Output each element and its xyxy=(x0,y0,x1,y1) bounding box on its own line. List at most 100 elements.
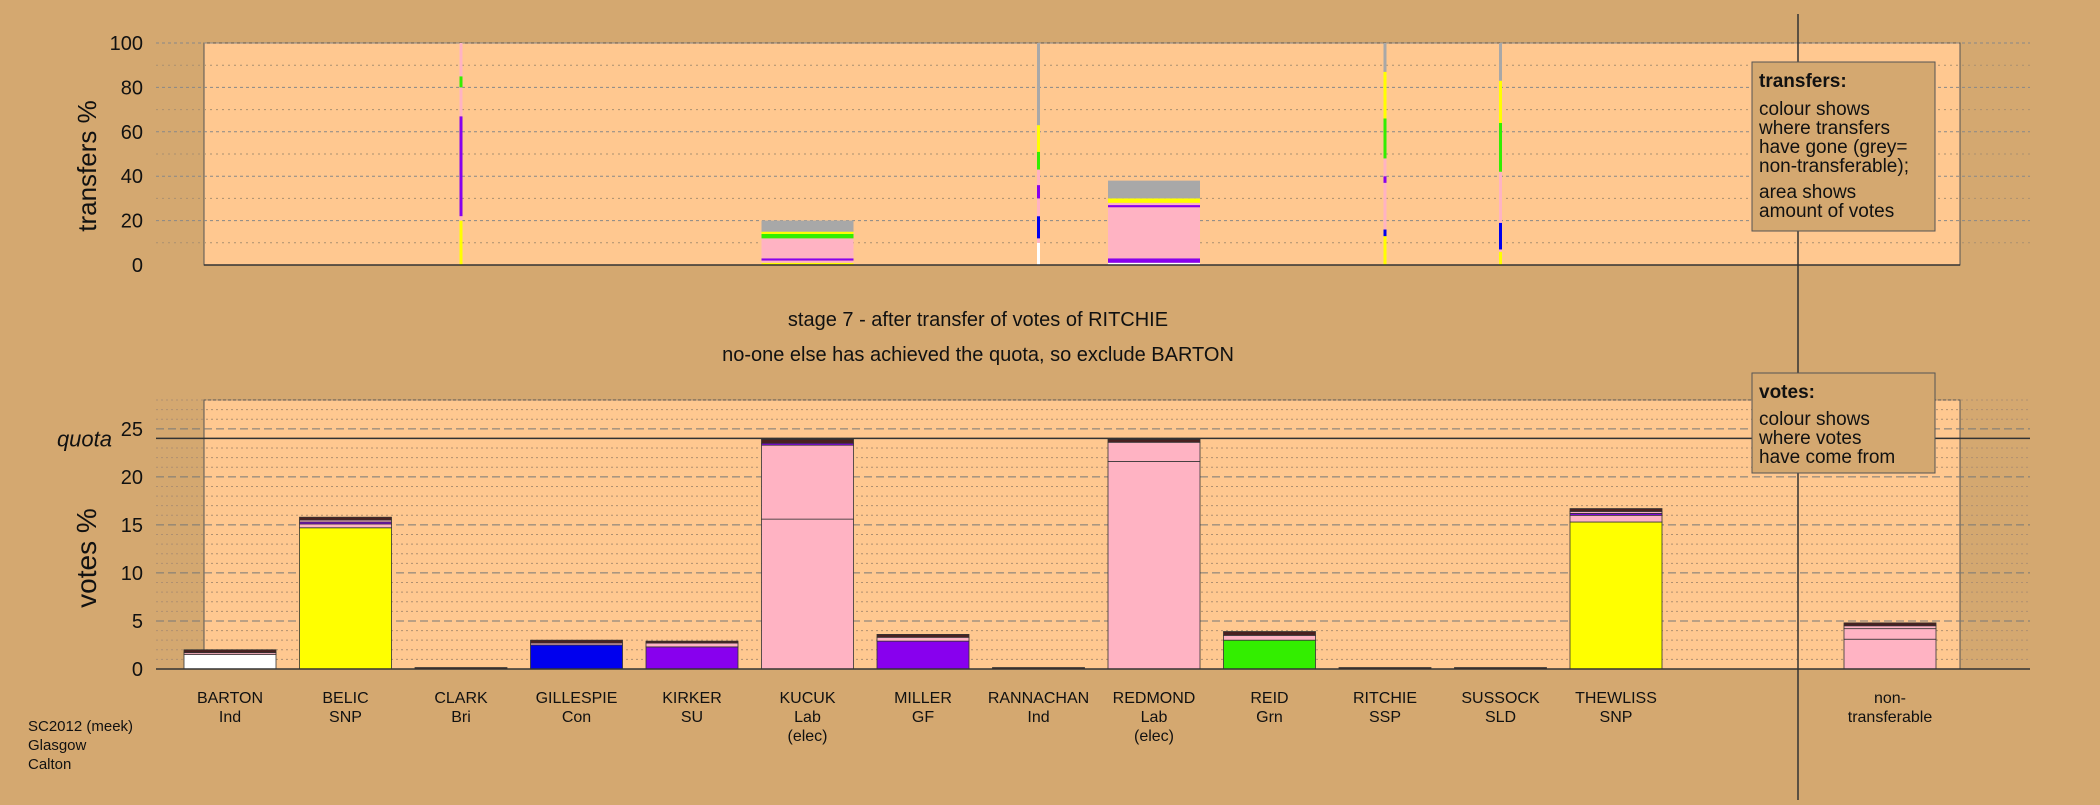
transfer-segment xyxy=(1383,158,1387,177)
vote-segment xyxy=(1223,631,1316,636)
vote-segment xyxy=(876,640,970,670)
candidate-label: REDMOND Lab (elec) xyxy=(1113,690,1196,745)
candidate-name: KIRKER xyxy=(662,690,722,707)
transfer-segment xyxy=(459,220,463,265)
candidate-party: GF xyxy=(912,709,934,726)
candidate-name: RANNACHAN xyxy=(988,690,1089,707)
transfer-segment xyxy=(1108,207,1200,259)
transfers-legend-line: colour shows xyxy=(1759,99,1870,120)
transfers-legend-line: have gone (grey= xyxy=(1759,137,1907,158)
transfer-segment xyxy=(1383,71,1387,119)
votes-legend-title: votes: xyxy=(1759,382,1815,403)
candidate-labels: BARTON Ind BELIC SNP CLARK Bri GILLESPIE Con KIR… xyxy=(197,690,1932,745)
candidate-name: MILLER xyxy=(894,690,952,707)
candidate-party: transferable xyxy=(1848,709,1933,726)
transfer-segment xyxy=(1108,258,1200,263)
transfers-grid xyxy=(156,42,2030,244)
candidate-party: Grn xyxy=(1256,709,1283,726)
transfer-segment xyxy=(1037,216,1040,239)
candidate-label: REID Grn xyxy=(1250,690,1288,726)
vote-segment xyxy=(761,438,854,444)
vote-segment xyxy=(299,516,392,521)
vote-segment xyxy=(761,444,854,520)
candidate-party: Ind xyxy=(1027,709,1049,726)
vote-segment xyxy=(530,644,623,670)
transfers-y-label: transfers % xyxy=(72,100,102,232)
footer: SC2012 (meek) Glasgow Calton xyxy=(28,718,133,773)
vote-segment xyxy=(1107,438,1201,443)
vote-segment xyxy=(183,649,277,654)
footer-line: Glasgow xyxy=(28,737,87,754)
vote-segment xyxy=(1843,625,1937,630)
candidate-party: SLD xyxy=(1485,709,1516,726)
transfers-y-tick: 100 xyxy=(110,33,143,55)
transfer-segment xyxy=(761,220,854,232)
candidate-party: SSP xyxy=(1369,709,1401,726)
exclude-text: no-one else has achieved the quota, so e… xyxy=(722,344,1234,366)
vote-segment xyxy=(183,654,277,670)
transfer-segment xyxy=(1037,185,1040,199)
transfer-segment xyxy=(1499,80,1502,123)
candidate-party: Con xyxy=(562,709,591,726)
vote-segment xyxy=(299,523,392,529)
transfer-segment xyxy=(1499,251,1502,265)
footer-line: Calton xyxy=(28,756,71,773)
transfers-y-tick: 0 xyxy=(132,255,143,277)
vote-segment xyxy=(876,636,970,642)
candidate-label: BELIC SNP xyxy=(322,690,368,726)
transfer-segment xyxy=(1383,176,1387,183)
candidate-party: Lab xyxy=(1141,709,1168,726)
candidate-label: KIRKER SU xyxy=(662,690,722,726)
candidate-name: REID xyxy=(1250,690,1288,707)
candidate-label: RITCHIE SSP xyxy=(1353,690,1417,726)
transfer-segment xyxy=(1037,242,1040,265)
transfer-segment xyxy=(1499,43,1502,81)
vote-segment xyxy=(1223,639,1316,670)
votes-y-tick: 15 xyxy=(121,515,143,537)
transfers-y-tick: 20 xyxy=(121,211,143,233)
transfer-segment xyxy=(1037,238,1040,243)
candidate-party: SNP xyxy=(1600,709,1633,726)
candidate-party: Bri xyxy=(451,709,471,726)
transfers-y-tick: 60 xyxy=(121,122,143,144)
vote-segment xyxy=(1843,638,1937,670)
candidate-name: non- xyxy=(1874,690,1906,707)
candidate-name: REDMOND xyxy=(1113,690,1196,707)
candidate-name: GILLESPIE xyxy=(536,690,618,707)
transfers-legend-line: area shows xyxy=(1759,182,1856,203)
transfer-segment xyxy=(1108,198,1200,203)
votes-legend-line: colour shows xyxy=(1759,409,1870,430)
votes-grid xyxy=(156,399,2030,660)
votes-y-axis: 0 5 10 15 20 25 xyxy=(121,419,143,681)
transfer-segment xyxy=(1499,222,1502,250)
candidate-label: non-transferable xyxy=(1848,690,1933,726)
transfer-segment xyxy=(1499,122,1502,172)
transfer-segment xyxy=(1383,182,1387,230)
transfer-segment xyxy=(761,260,854,263)
vote-segment xyxy=(761,518,854,670)
transfer-segment xyxy=(1108,262,1200,265)
vote-segment xyxy=(1107,441,1201,462)
candidate-label: KUCUK Lab (elec) xyxy=(779,690,835,745)
votes-legend-box xyxy=(1751,372,1936,474)
transfer-segment xyxy=(761,231,854,234)
votes-y-tick: 20 xyxy=(121,467,143,489)
transfer-segment xyxy=(1499,171,1502,223)
candidate-party: Ind xyxy=(219,709,241,726)
transfer-segment xyxy=(459,76,463,88)
vote-segment xyxy=(1843,628,1937,640)
candidate-label: RANNACHAN Ind xyxy=(988,690,1089,726)
candidate-label: MILLER GF xyxy=(894,690,952,726)
candidate-status: (elec) xyxy=(1134,728,1174,745)
transfers-legend-box xyxy=(1751,61,1936,232)
vote-segment xyxy=(1569,508,1663,512)
transfer-segment xyxy=(1108,180,1200,199)
votes-y-tick: 0 xyxy=(132,659,143,681)
transfer-segment xyxy=(1037,169,1040,186)
transfer-segment xyxy=(1383,118,1387,159)
votes-y-tick: 25 xyxy=(121,419,143,441)
transfer-segment xyxy=(459,87,463,117)
votes-legend-line: where votes xyxy=(1758,428,1861,449)
